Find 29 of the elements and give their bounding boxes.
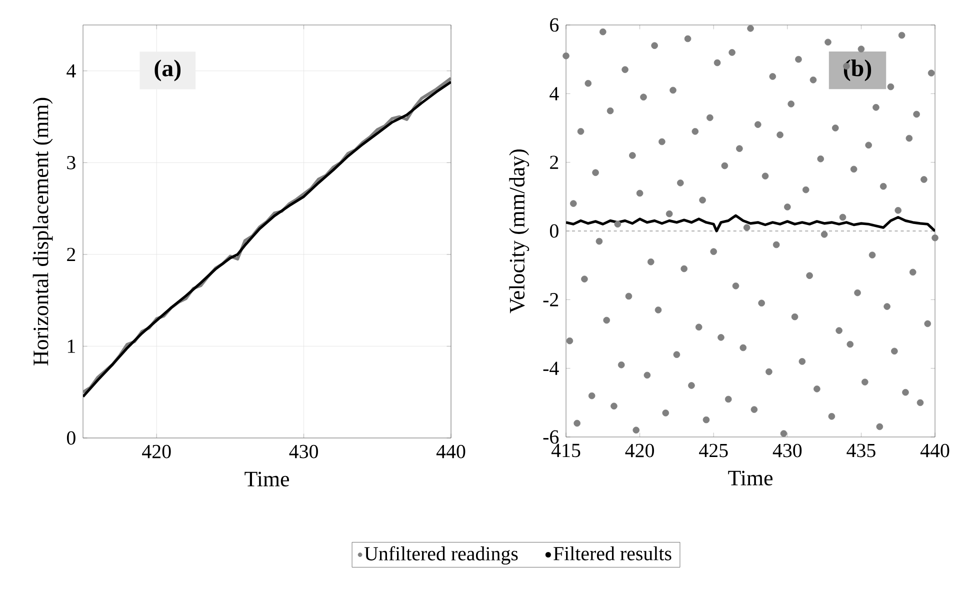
y-tick-label: 0 [66,431,76,445]
y-tick-label: 4 [550,87,559,100]
x-tick-label: 440 [920,444,950,458]
y-tick-label: 1 [68,340,75,353]
y-axis-title: Velocity (mm/day) [509,149,530,314]
annotation: (a) [154,60,181,82]
y-tick-label: -4 [543,362,559,375]
x-tick-label: 435 [846,444,876,458]
y-tick-label: -6 [543,430,559,444]
legend-label: Filtered results [554,546,672,560]
legend-label: Unfiltered readings [364,546,518,565]
line-series [566,214,936,232]
x-tick-label: 430 [289,444,318,458]
x-tick-label: 420 [142,444,171,458]
y-tick-label: 2 [67,248,76,262]
x-tick-label: 415 [551,444,580,458]
x-axis-title: Time [244,472,290,486]
y-tick-label: -2 [543,293,558,306]
x-tick-label: 430 [772,444,802,458]
y-tick-label: 0 [550,224,558,238]
y-axis-title: Horizontal displacement (mm) [32,98,53,366]
y-tick-label: 6 [550,18,559,32]
x-axis-title: Time [728,470,773,486]
x-tick-label: 440 [436,444,466,458]
x-tick-label: 425 [699,444,728,458]
x-tick-label: 420 [625,444,654,458]
y-tick-label: 3 [67,156,76,170]
y-tick-label: 4 [66,64,76,78]
y-tick-label: 2 [550,156,558,169]
